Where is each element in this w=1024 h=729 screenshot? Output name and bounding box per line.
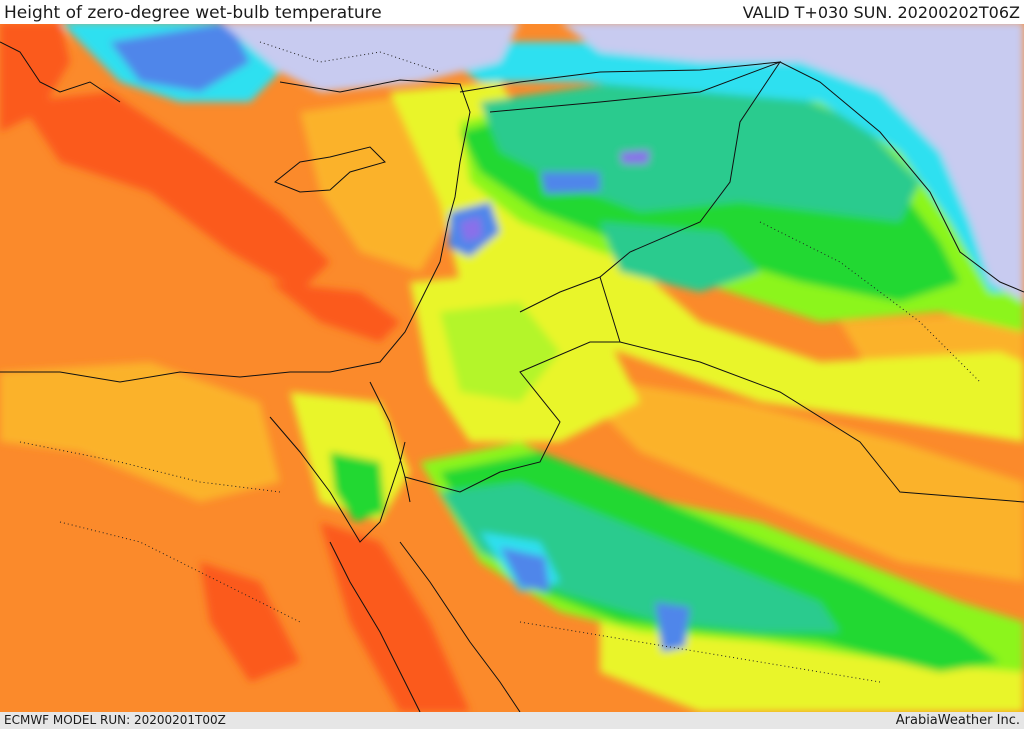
field-deep-orange-egypt — [200, 562, 300, 682]
field-green-sinai — [330, 452, 385, 522]
field-lavender-northeast — [560, 22, 1024, 302]
map-header: Height of zero-degree wet-bulb temperatu… — [0, 0, 1024, 24]
field-deep-orange-band — [20, 92, 330, 292]
coastline-redsea-east — [399, 541, 521, 712]
border-saudi-iraq — [619, 341, 1024, 503]
field-teal-mid — [600, 222, 760, 292]
field-blue-northwest — [110, 22, 250, 92]
province-lines-saudi — [519, 621, 881, 683]
field-blue-saudi-b — [655, 602, 690, 652]
field-purple-lebanon — [460, 217, 482, 242]
map-title: Height of zero-degree wet-bulb temperatu… — [4, 3, 382, 23]
border-jordan — [404, 276, 621, 493]
field-lavender-north — [220, 22, 520, 92]
credit-label: ArabiaWeather Inc. — [895, 713, 1020, 728]
coastline-aegean — [0, 41, 121, 103]
forecast-map[interactable] — [0, 22, 1024, 712]
field-purple-turkey — [620, 150, 650, 164]
border-egypt — [369, 381, 411, 503]
field-light-orange-sinai — [0, 362, 280, 502]
map-canvas — [0, 22, 1024, 712]
coastline-cyprus — [274, 146, 386, 193]
valid-time: VALID T+030 SUN. 20200202T06Z — [742, 3, 1020, 22]
coastline-sinai-gulfs — [269, 416, 406, 543]
field-teal-saudi — [440, 482, 840, 632]
field-cyan-turkey — [420, 42, 1010, 292]
coastline-levant — [0, 79, 471, 383]
field-deep-orange-west — [0, 22, 70, 132]
province-lines-iraq — [759, 221, 981, 383]
field-deep-orange-sinai — [270, 282, 400, 342]
field-lime-jordan — [440, 302, 560, 402]
field-blue-syria — [540, 172, 600, 194]
border-syria-iraq — [489, 60, 782, 313]
map-footer: ECMWF MODEL RUN: 20200201T00Z ArabiaWeat… — [0, 712, 1024, 729]
field-deep-orange-redsea — [320, 522, 470, 712]
province-lines-egypt-b — [59, 521, 301, 623]
field-light-orange-east — [560, 372, 1024, 582]
model-run-label: ECMWF MODEL RUN: 20200201T00Z — [4, 713, 226, 727]
coastline-north — [459, 61, 1024, 293]
province-lines-egypt — [19, 441, 281, 493]
coastline-redsea-west — [329, 541, 421, 712]
field-blue-saudi-a — [500, 547, 550, 592]
